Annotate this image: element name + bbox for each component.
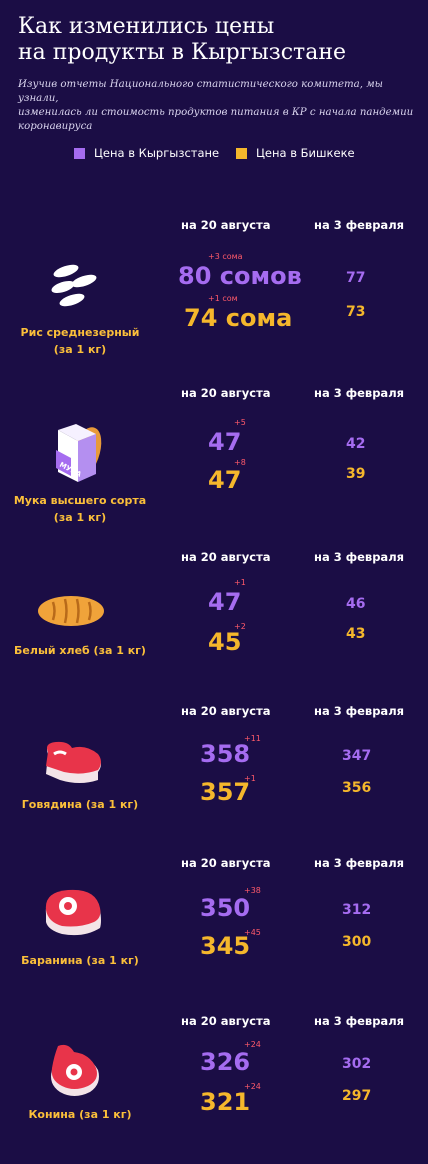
product-mutton: на 20 августа на 3 февраля Баранина (за …: [0, 856, 428, 1006]
delta-bishkek: +24: [244, 1082, 261, 1091]
product-flour: на 20 августа на 3 февраля МУКА Мука выс…: [0, 386, 428, 536]
product-rice: на 20 августа на 3 февраля Рис среднезер…: [0, 218, 428, 368]
price-kyrgyzstan-aug: 358: [200, 740, 251, 768]
price-bishkek-aug: 321: [200, 1088, 251, 1116]
price-bishkek-feb: 43: [346, 626, 366, 642]
price-bishkek-feb: 297: [342, 1088, 372, 1104]
mutton-icon: [45, 889, 101, 936]
col-header-feb: на 3 февраля: [314, 704, 405, 718]
col-header-aug: на 20 августа: [181, 218, 271, 232]
product-label: Конина (за 1 кг): [28, 1108, 132, 1121]
price-kyrgyzstan-aug: 47: [208, 588, 242, 616]
price-bishkek-aug: 357: [200, 778, 251, 806]
col-header-feb: на 3 февраля: [314, 386, 405, 400]
legend-label-kyrgyzstan: Цена в Кыргызстане: [94, 146, 220, 160]
price-bishkek-aug: 45: [208, 628, 242, 656]
price-kyrgyzstan-feb: 312: [342, 902, 372, 918]
product-label: Говядина (за 1 кг): [21, 798, 139, 811]
legend-swatch-kyrgyzstan: [74, 147, 85, 159]
rice-icon: [51, 264, 97, 307]
delta-kyrgyzstan: +1: [234, 578, 246, 587]
price-kyrgyzstan-aug: 80 сомов: [178, 262, 302, 290]
price-kyrgyzstan-aug: 326: [200, 1048, 251, 1076]
product-label: Белый хлеб (за 1 кг): [14, 644, 146, 657]
col-header-aug: на 20 августа: [181, 386, 271, 400]
legend-label-bishkek: Цена в Бишкеке: [256, 146, 355, 160]
product-horsemeat: на 20 августа на 3 февраля Конина (за 1 …: [0, 1014, 428, 1164]
delta-bishkek: +8: [234, 458, 246, 467]
price-bishkek-aug: 345: [200, 932, 251, 960]
beef-icon: [46, 741, 101, 783]
product-label: Мука высшего сорта (за 1 кг): [13, 494, 147, 524]
price-kyrgyzstan-feb: 42: [346, 436, 366, 452]
product-label: Баранина (за 1 кг): [21, 954, 139, 967]
price-bishkek-aug: 74 сома: [184, 304, 293, 332]
delta-bishkek: +1 сом: [208, 294, 238, 303]
price-bishkek-feb: 356: [342, 780, 372, 796]
horsemeat-icon: [51, 1044, 99, 1096]
col-header-feb: на 3 февраля: [314, 1014, 405, 1028]
col-header-feb: на 3 февраля: [314, 218, 405, 232]
price-kyrgyzstan-feb: 347: [342, 748, 372, 764]
delta-kyrgyzstan: +3 сома: [208, 252, 243, 261]
legend-item-bishkek: Цена в Бишкеке: [236, 146, 355, 160]
price-bishkek-feb: 73: [346, 304, 366, 320]
col-header-feb: на 3 февраля: [314, 550, 405, 564]
price-kyrgyzstan-aug: 47: [208, 428, 242, 456]
legend-item-kyrgyzstan: Цена в Кыргызстане: [74, 146, 219, 160]
col-header-aug: на 20 августа: [181, 856, 271, 870]
price-kyrgyzstan-feb: 77: [346, 270, 366, 286]
price-bishkek-feb: 300: [342, 934, 372, 950]
legend: Цена в Кыргызстане Цена в Бишкеке: [0, 146, 428, 162]
page-title: Как изменились цены на продукты в Кыргыз…: [18, 14, 347, 65]
delta-bishkek: +2: [234, 622, 246, 631]
flour-icon: МУКА: [56, 424, 102, 482]
legend-swatch-bishkek: [236, 147, 247, 159]
delta-bishkek: +1: [244, 774, 256, 783]
delta-kyrgyzstan: +24: [244, 1040, 261, 1049]
col-header-aug: на 20 августа: [181, 1014, 271, 1028]
page-subtitle: Изучив отчеты Национального статистическ…: [18, 79, 414, 132]
col-header-aug: на 20 августа: [181, 550, 271, 564]
delta-kyrgyzstan: +11: [244, 734, 261, 743]
price-bishkek-feb: 39: [346, 466, 366, 482]
bread-icon: [38, 596, 104, 626]
price-kyrgyzstan-feb: 46: [346, 596, 366, 612]
price-kyrgyzstan-feb: 302: [342, 1056, 372, 1072]
col-header-feb: на 3 февраля: [314, 856, 405, 870]
price-bishkek-aug: 47: [208, 466, 242, 494]
delta-bishkek: +45: [244, 928, 261, 937]
price-kyrgyzstan-aug: 350: [200, 894, 251, 922]
product-label: Рис среднезерный (за 1 кг): [20, 326, 140, 356]
product-beef: на 20 августа на 3 февраля Говядина (за …: [0, 704, 428, 854]
product-bread: на 20 августа на 3 февраля Белый хлеб (з…: [0, 550, 428, 700]
delta-kyrgyzstan: +5: [234, 418, 246, 427]
col-header-aug: на 20 августа: [181, 704, 271, 718]
delta-kyrgyzstan: +38: [244, 886, 261, 895]
